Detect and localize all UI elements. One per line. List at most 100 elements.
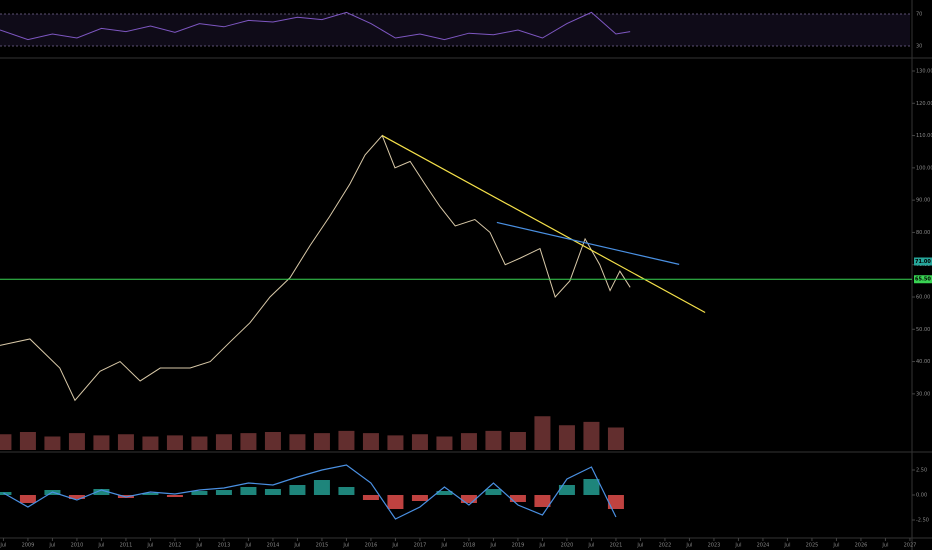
x-tick-label: Jul xyxy=(538,543,545,549)
histogram-bar xyxy=(460,495,477,503)
y-tick-label: 30.00 xyxy=(916,391,930,397)
level-label: 65.50 xyxy=(915,277,931,283)
volume-bar xyxy=(19,432,36,450)
histogram-bar xyxy=(558,485,575,495)
price-badge xyxy=(914,257,932,266)
volume-bar xyxy=(534,416,551,450)
x-tick-label: Jul xyxy=(0,543,6,549)
x-tick-label: 2020 xyxy=(561,543,574,549)
x-tick-label: 2025 xyxy=(806,543,819,549)
volume-bar xyxy=(240,433,257,450)
x-tick-label: 2011 xyxy=(120,543,133,549)
volume-bar xyxy=(0,434,12,450)
x-tick-label: Jul xyxy=(440,543,447,549)
volume-bar xyxy=(362,433,379,450)
y-tick-label: 30 xyxy=(916,44,922,50)
volume-bar xyxy=(313,433,330,450)
volume-bar xyxy=(583,421,600,450)
y-tick-label: 70 xyxy=(916,12,922,18)
y-tick-label: 100.00 xyxy=(916,165,932,171)
volume-bar xyxy=(166,435,183,450)
x-tick-label: Jul xyxy=(48,543,55,549)
histogram-bar xyxy=(387,495,404,509)
y-tick-label: 0.00 xyxy=(916,493,927,499)
histogram-bar xyxy=(338,487,355,495)
histogram-bar xyxy=(436,491,453,495)
x-tick-label: Jul xyxy=(832,543,839,549)
series-line xyxy=(496,221,680,265)
x-tick-label: Jul xyxy=(636,543,643,549)
histogram-bar xyxy=(191,491,208,495)
x-tick-label: 2024 xyxy=(757,543,770,549)
histogram-bar xyxy=(534,495,551,507)
histogram-bar xyxy=(362,495,379,500)
volume-bar xyxy=(117,434,134,450)
histogram-bar xyxy=(583,479,600,495)
rsi-band xyxy=(0,14,910,46)
volume-bar xyxy=(509,432,526,450)
x-tick-label: 2014 xyxy=(267,543,280,549)
x-tick-label: Jul xyxy=(391,543,398,549)
x-tick-label: 2017 xyxy=(414,543,427,549)
series-line xyxy=(0,11,631,41)
price-label: 71.00 xyxy=(915,259,931,265)
histogram-bar xyxy=(509,495,526,502)
x-tick-label: Jul xyxy=(685,543,692,549)
histogram-bar xyxy=(289,485,306,495)
volume-bar xyxy=(264,432,281,450)
series-line xyxy=(381,135,706,314)
x-tick-label: Jul xyxy=(342,543,349,549)
level-badge xyxy=(914,275,932,284)
histogram-bar xyxy=(166,495,183,497)
volume-bar xyxy=(460,433,477,450)
histogram-bar xyxy=(68,495,85,499)
x-tick-label: Jul xyxy=(881,543,888,549)
histogram-bar xyxy=(142,493,159,495)
y-tick-label: 110.00 xyxy=(916,133,932,139)
x-tick-label: 2018 xyxy=(463,543,476,549)
histogram-bar xyxy=(607,495,624,509)
volume-bar xyxy=(68,433,85,450)
y-tick-label: 60.00 xyxy=(916,295,930,301)
x-tick-label: 2022 xyxy=(659,543,672,549)
volume-bar xyxy=(607,427,624,450)
x-tick-label: 2016 xyxy=(365,543,378,549)
x-tick-label: Jul xyxy=(734,543,741,549)
x-tick-label: 2013 xyxy=(218,543,231,549)
y-tick-label: 120.00 xyxy=(916,101,932,107)
histogram-bar xyxy=(0,492,12,495)
x-tick-label: 2009 xyxy=(22,543,35,549)
volume-bar xyxy=(411,434,428,450)
volume-bar xyxy=(289,434,306,450)
series-line xyxy=(0,134,631,402)
y-tick-label: -2.50 xyxy=(916,518,929,524)
histogram-bar xyxy=(313,480,330,495)
volume-bar xyxy=(485,430,502,450)
x-tick-label: Jul xyxy=(783,543,790,549)
x-tick-label: Jul xyxy=(97,543,104,549)
volume-bar xyxy=(338,430,355,450)
x-tick-label: 2027 xyxy=(904,543,917,549)
histogram-bar xyxy=(93,489,110,495)
volume-bar xyxy=(558,425,575,450)
x-tick-label: Jul xyxy=(146,543,153,549)
histogram-bar xyxy=(411,495,428,501)
x-tick-label: 2021 xyxy=(610,543,623,549)
x-tick-label: Jul xyxy=(587,543,594,549)
histogram-bar xyxy=(264,489,281,495)
y-tick-label: 80.00 xyxy=(916,230,930,236)
x-tick-label: Jul xyxy=(195,543,202,549)
y-tick-label: 50.00 xyxy=(916,327,930,333)
volume-bar xyxy=(387,435,404,450)
histogram-bar xyxy=(240,487,257,495)
volume-bar xyxy=(44,436,61,450)
x-tick-label: 2015 xyxy=(316,543,329,549)
volume-bar xyxy=(93,435,110,450)
x-tick-label: 2012 xyxy=(169,543,182,549)
x-tick-label: 2019 xyxy=(512,543,525,549)
x-tick-label: 2023 xyxy=(708,543,721,549)
x-tick-label: Jul xyxy=(489,543,496,549)
histogram-bar xyxy=(19,495,36,503)
